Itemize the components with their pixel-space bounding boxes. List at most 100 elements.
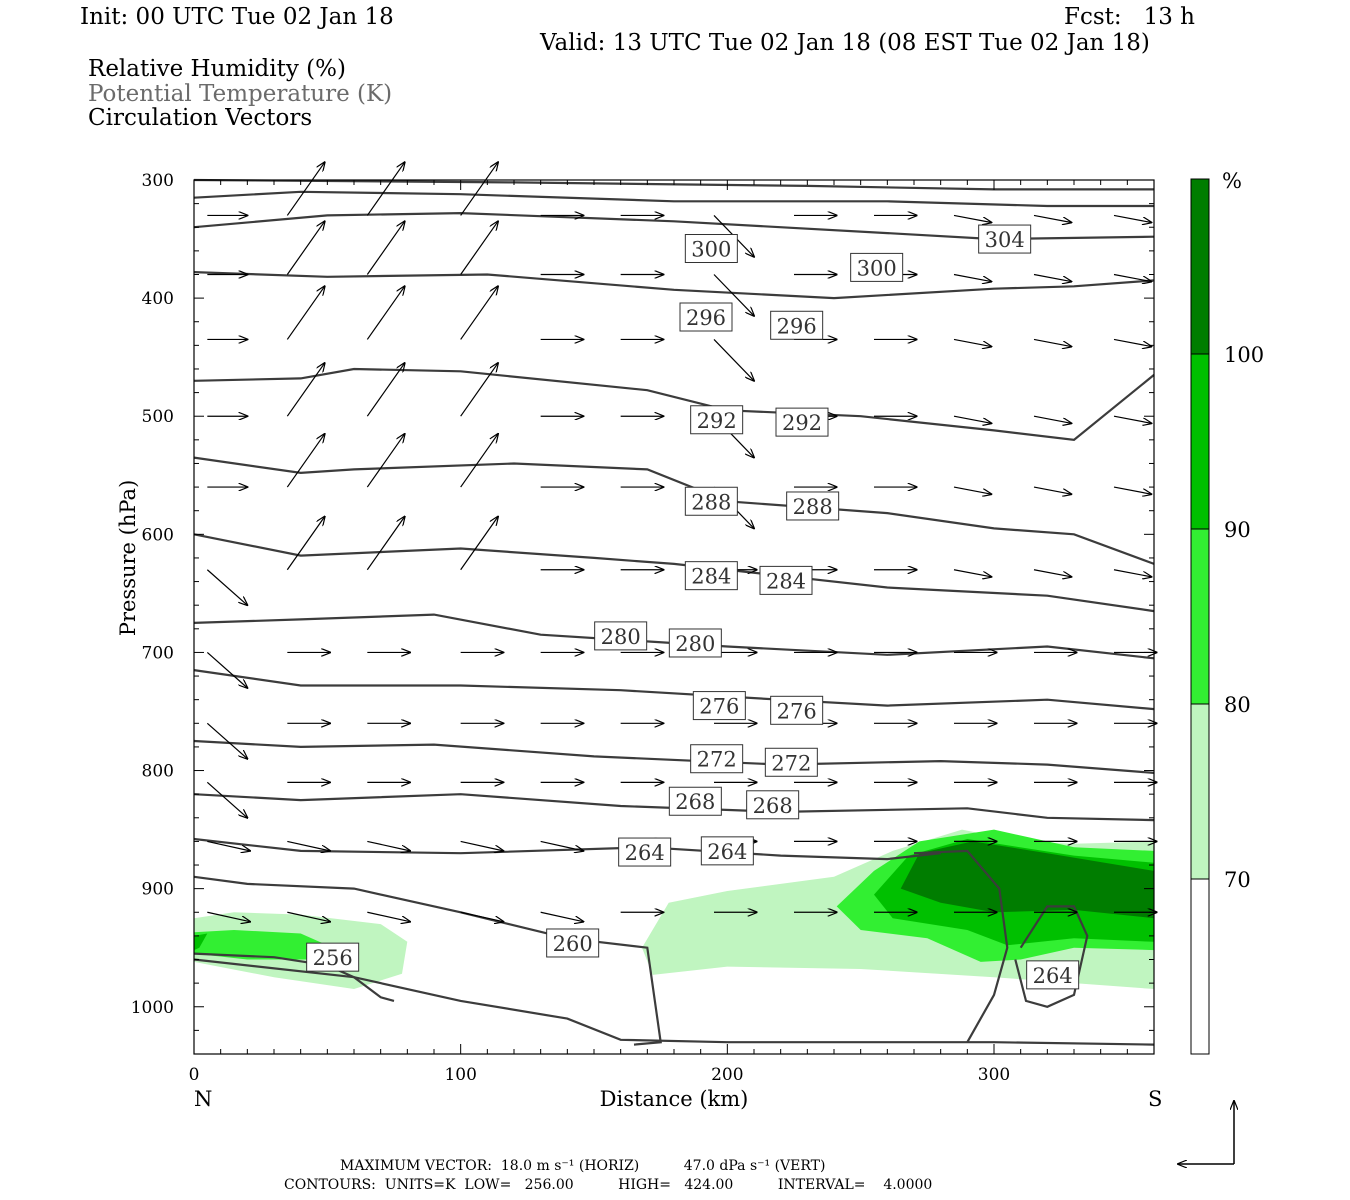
theta-label-box xyxy=(618,837,672,867)
theta-label-box xyxy=(684,234,738,264)
rh-region-80 xyxy=(194,930,328,960)
theta-label: 276 xyxy=(699,695,739,719)
theta-contour xyxy=(193,837,941,861)
theta-label: 288 xyxy=(691,490,731,514)
colorbar-level-label: 70 xyxy=(1224,868,1251,892)
theta-label: 284 xyxy=(691,565,731,589)
colorbar-segment xyxy=(1190,528,1210,705)
colorbar-level-label: 80 xyxy=(1224,693,1251,717)
theta-label-box xyxy=(786,491,840,521)
x-tick-label: 200 xyxy=(711,1065,743,1085)
colorbar-segment xyxy=(1190,703,1210,880)
theta-label: 300 xyxy=(691,238,731,262)
circulation-vector xyxy=(953,569,991,577)
south-label: S xyxy=(1148,1087,1162,1111)
circulation-vector xyxy=(1033,273,1071,281)
theta-label: 264 xyxy=(1033,964,1073,988)
theta-label-box xyxy=(850,252,904,282)
theta-label-box xyxy=(764,747,818,777)
circulation-vector xyxy=(713,339,754,380)
theta-label: 256 xyxy=(313,946,353,970)
circulation-vector xyxy=(207,840,250,850)
circulation-vector xyxy=(206,781,247,817)
circulation-vector xyxy=(286,517,324,571)
theta-label-box xyxy=(770,310,824,340)
theta-contour xyxy=(913,849,1009,1043)
circulation-vector xyxy=(287,911,330,921)
circulation-vector xyxy=(286,286,324,340)
theta-label-box xyxy=(700,836,754,866)
y-tick-label: 1000 xyxy=(131,998,174,1018)
theta-label-box xyxy=(668,628,722,658)
circulation-vector xyxy=(1033,569,1071,577)
circulation-vector xyxy=(460,840,504,850)
theta-label-box xyxy=(1026,960,1080,990)
rh-colorbar: 70 80 90 100% xyxy=(1190,169,1264,1055)
theta-contour xyxy=(1014,905,1089,1008)
y-tick-label: 700 xyxy=(142,643,174,663)
x-tick-label: 0 xyxy=(189,1065,200,1085)
circulation-vector xyxy=(1113,214,1151,222)
theta-label-box xyxy=(978,224,1032,254)
colorbar-segment xyxy=(1190,878,1210,1055)
theta-label: 272 xyxy=(771,751,811,775)
x-tick-label: 100 xyxy=(444,1065,476,1085)
theta-contour xyxy=(193,456,1155,565)
x-tick-label: 300 xyxy=(978,1065,1010,1085)
circulation-vector xyxy=(1113,486,1151,494)
north-label: N xyxy=(194,1087,212,1111)
theta-label: 292 xyxy=(782,411,822,435)
theta-label-box xyxy=(690,744,744,774)
contour-note: CONTOURS: UNITS=K LOW= 256.00 HIGH= 424.… xyxy=(284,1177,933,1193)
theta-label-box xyxy=(684,561,738,591)
circulation-vector xyxy=(1113,415,1151,423)
circulation-vector xyxy=(286,434,324,488)
y-tick-label: 900 xyxy=(142,880,174,900)
theta-label-box xyxy=(306,942,360,972)
theta-contour xyxy=(193,367,1155,441)
y-axis-label: Pressure (hPa) xyxy=(116,480,140,636)
circulation-vector xyxy=(287,840,330,850)
circulation-vector xyxy=(367,840,410,850)
theta-label: 272 xyxy=(697,748,737,772)
circulation-vector xyxy=(953,273,991,281)
init-time: Init: 00 UTC Tue 02 Jan 18 xyxy=(80,4,394,30)
circulation-vector xyxy=(286,162,324,216)
theta-label: 280 xyxy=(601,625,641,649)
circulation-vector xyxy=(953,214,991,222)
colorbar-segment xyxy=(1190,353,1210,530)
circulation-vector xyxy=(460,911,504,921)
theta-label-box xyxy=(679,302,733,332)
theta-contour xyxy=(193,669,1155,711)
rh-shading xyxy=(194,829,1154,989)
field-rh-label: Relative Humidity (%) xyxy=(88,56,346,82)
circulation-vector xyxy=(1113,273,1151,281)
theta-label: 268 xyxy=(753,794,793,818)
theta-label-box xyxy=(684,486,738,516)
circulation-vector xyxy=(460,221,498,275)
theta-label-box xyxy=(775,407,829,437)
colorbar-level-label: 100 xyxy=(1224,343,1264,367)
circulation-vector xyxy=(286,221,324,275)
circulation-vector xyxy=(366,221,404,275)
circulation-vector xyxy=(540,840,584,850)
circulation-vector xyxy=(460,434,498,488)
theta-contour xyxy=(193,190,1154,208)
y-tick-label: 600 xyxy=(142,525,174,545)
circulation-vector xyxy=(1113,569,1151,577)
rh-region-100 xyxy=(900,841,1154,919)
rh-region-90 xyxy=(194,933,208,951)
circulation-vector xyxy=(540,911,584,921)
circulation-vector xyxy=(206,651,247,687)
theta-contour xyxy=(193,958,1155,1046)
theta-label-box xyxy=(594,621,648,651)
theta-label: 264 xyxy=(707,840,747,864)
theta-label-box xyxy=(692,691,746,721)
colorbar-unit: % xyxy=(1222,169,1242,193)
max-vector-note: MAXIMUM VECTOR: 18.0 m s⁻¹ (HORIZ) 47.0 … xyxy=(340,1158,826,1174)
theta-label-box xyxy=(746,790,800,820)
circulation-vector xyxy=(1033,415,1071,423)
circulation-vector xyxy=(460,162,498,216)
theta-label-box xyxy=(546,928,600,958)
circulation-vector xyxy=(286,363,324,417)
